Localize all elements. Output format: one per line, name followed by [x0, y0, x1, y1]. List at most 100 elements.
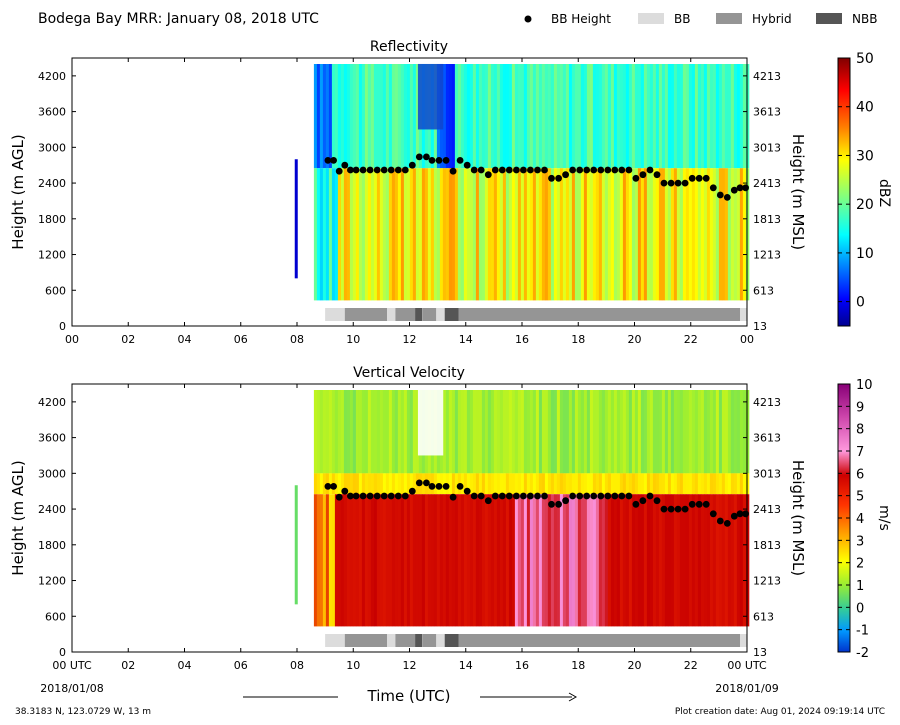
- velocity-field-cell: [439, 473, 444, 495]
- reflectivity-field-cell: [703, 64, 708, 169]
- velocity-bb-height-point: [695, 500, 703, 508]
- reflectivity-field-cell: [454, 64, 459, 169]
- velocity-field-cell: [493, 494, 498, 627]
- velocity-field-cell: [742, 473, 747, 495]
- velocity-field-cell: [595, 473, 600, 495]
- reflectivity-title: Reflectivity: [370, 39, 448, 55]
- velocity-field-cell: [550, 494, 555, 627]
- reflectivity-field-cell: [589, 168, 594, 301]
- reflectivity-field-cell: [733, 64, 738, 169]
- velocity-field-cell: [685, 390, 690, 474]
- reflectivity-field-cell: [442, 64, 447, 169]
- reflectivity-field-cell: [727, 168, 732, 301]
- velocity-field-cell: [643, 494, 648, 627]
- reflectivity-field-cell: [736, 168, 741, 301]
- reflectivity-field-cell: [733, 168, 738, 301]
- velocity-field-cell: [496, 494, 501, 627]
- velocity-field-cell: [745, 390, 750, 474]
- velocity-field-cell: [487, 494, 492, 627]
- velocity-field-cell: [628, 390, 633, 474]
- reflectivity-field-cell: [598, 168, 603, 301]
- reflectivity-y-label-right: Height (m MSL): [789, 134, 807, 250]
- reflectivity-y-tick-label: 1200: [38, 249, 66, 262]
- velocity-field-cell: [535, 494, 540, 627]
- velocity-field-cell: [619, 473, 624, 495]
- velocity-field-cell: [403, 494, 408, 627]
- reflectivity-field-cell: [496, 64, 501, 169]
- reflectivity-field-cell: [475, 64, 480, 169]
- reflectivity-field-cell: [400, 168, 405, 301]
- velocity-field-cell: [646, 494, 651, 627]
- reflectivity-field-cell: [694, 168, 699, 301]
- velocity-field-cell: [388, 494, 393, 627]
- reflectivity-field-cell: [340, 168, 345, 301]
- reflectivity-bb-type-segment: [387, 308, 396, 321]
- reflectivity-field-cell: [352, 168, 357, 301]
- velocity-field-cell: [526, 494, 531, 627]
- velocity-field-cell: [319, 494, 324, 627]
- time-axis-arrow-head: [568, 692, 578, 702]
- velocity-field-cell: [673, 390, 678, 474]
- reflectivity-field-cell: [352, 64, 357, 169]
- reflectivity-field-cell: [478, 64, 483, 169]
- reflectivity-field-cell: [523, 168, 528, 301]
- velocity-field-cell: [553, 390, 558, 474]
- velocity-field-cell: [658, 390, 663, 474]
- reflectivity-bb-height-point: [569, 166, 576, 174]
- reflectivity-field-cell: [646, 168, 651, 301]
- velocity-field-cell: [364, 473, 369, 495]
- velocity-field-cell: [424, 494, 429, 627]
- reflectivity-field-cell: [439, 168, 444, 301]
- velocity-bb-height-point: [742, 510, 749, 518]
- reflectivity-field-cell: [349, 64, 354, 169]
- reflectivity-bb-height-point: [335, 167, 343, 175]
- velocity-field-cell: [532, 390, 537, 474]
- reflectivity-field-cell: [364, 168, 369, 301]
- reflectivity-field-cell: [361, 168, 366, 301]
- velocity-field-cell: [400, 390, 405, 474]
- reflectivity-bb-type-segment: [422, 308, 437, 321]
- reflectivity-field-cell: [676, 64, 681, 169]
- velocity-gap-region: [417, 389, 444, 456]
- velocity-y-label-right: Height (m MSL): [789, 460, 807, 576]
- velocity-field-cell: [559, 494, 564, 627]
- reflectivity-field-cell: [622, 64, 627, 169]
- velocity-field-cell: [550, 390, 555, 474]
- velocity-field-cell: [490, 390, 495, 474]
- velocity-bb-height-point: [632, 500, 640, 508]
- reflectivity-field-cell: [373, 64, 378, 169]
- velocity-field-cell: [649, 390, 654, 474]
- velocity-x-tick-label: 12: [403, 659, 417, 672]
- velocity-field-cell: [451, 473, 456, 495]
- velocity-field-cell: [385, 390, 390, 474]
- velocity-field-cell: [475, 473, 480, 495]
- velocity-field-cell: [637, 494, 642, 627]
- velocity-field-cell: [622, 494, 627, 627]
- reflectivity-field-cell: [448, 64, 453, 169]
- velocity-field-cell: [571, 494, 576, 627]
- velocity-panel: Vertical Velocity 00 UTC 02 04 06 08 10 12 14 16…: [9, 365, 892, 672]
- reflectivity-y-tick-label-right: 2413: [753, 177, 781, 190]
- velocity-colorbar-tick-label: 5: [856, 490, 864, 505]
- velocity-colorbar-tick-label: -1: [856, 624, 869, 639]
- velocity-field-cell: [553, 494, 558, 627]
- reflectivity-field-cell: [697, 168, 702, 301]
- velocity-field-cell: [739, 494, 744, 627]
- velocity-field-cell: [319, 390, 324, 474]
- reflectivity-field-cell: [562, 168, 567, 301]
- velocity-field-cell: [694, 473, 699, 495]
- velocity-field-cell: [469, 494, 474, 627]
- velocity-field-cell: [388, 390, 393, 474]
- reflectivity-field-cell: [544, 64, 549, 169]
- reflectivity-field-cell: [598, 64, 603, 169]
- velocity-field-cell: [343, 473, 348, 495]
- reflectivity-field-cell: [355, 168, 360, 301]
- reflectivity-field-cell: [451, 168, 456, 301]
- velocity-bb-height-point: [435, 483, 443, 490]
- velocity-field-cell: [451, 494, 456, 627]
- velocity-field-cell: [415, 494, 420, 627]
- reflectivity-y-tick-label: 4200: [38, 70, 66, 83]
- reflectivity-field-cell: [508, 64, 513, 169]
- velocity-y-tick-label: 3000: [38, 467, 66, 480]
- reflectivity-field-cell: [529, 64, 534, 169]
